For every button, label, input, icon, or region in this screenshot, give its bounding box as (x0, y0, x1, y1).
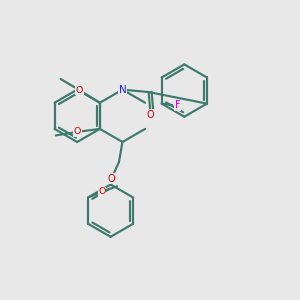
Text: N: N (118, 85, 126, 95)
Text: O: O (108, 173, 115, 184)
Text: F: F (175, 100, 180, 110)
Text: O: O (76, 86, 83, 95)
Text: O: O (98, 187, 106, 196)
Text: O: O (146, 110, 154, 120)
Text: O: O (74, 128, 81, 136)
